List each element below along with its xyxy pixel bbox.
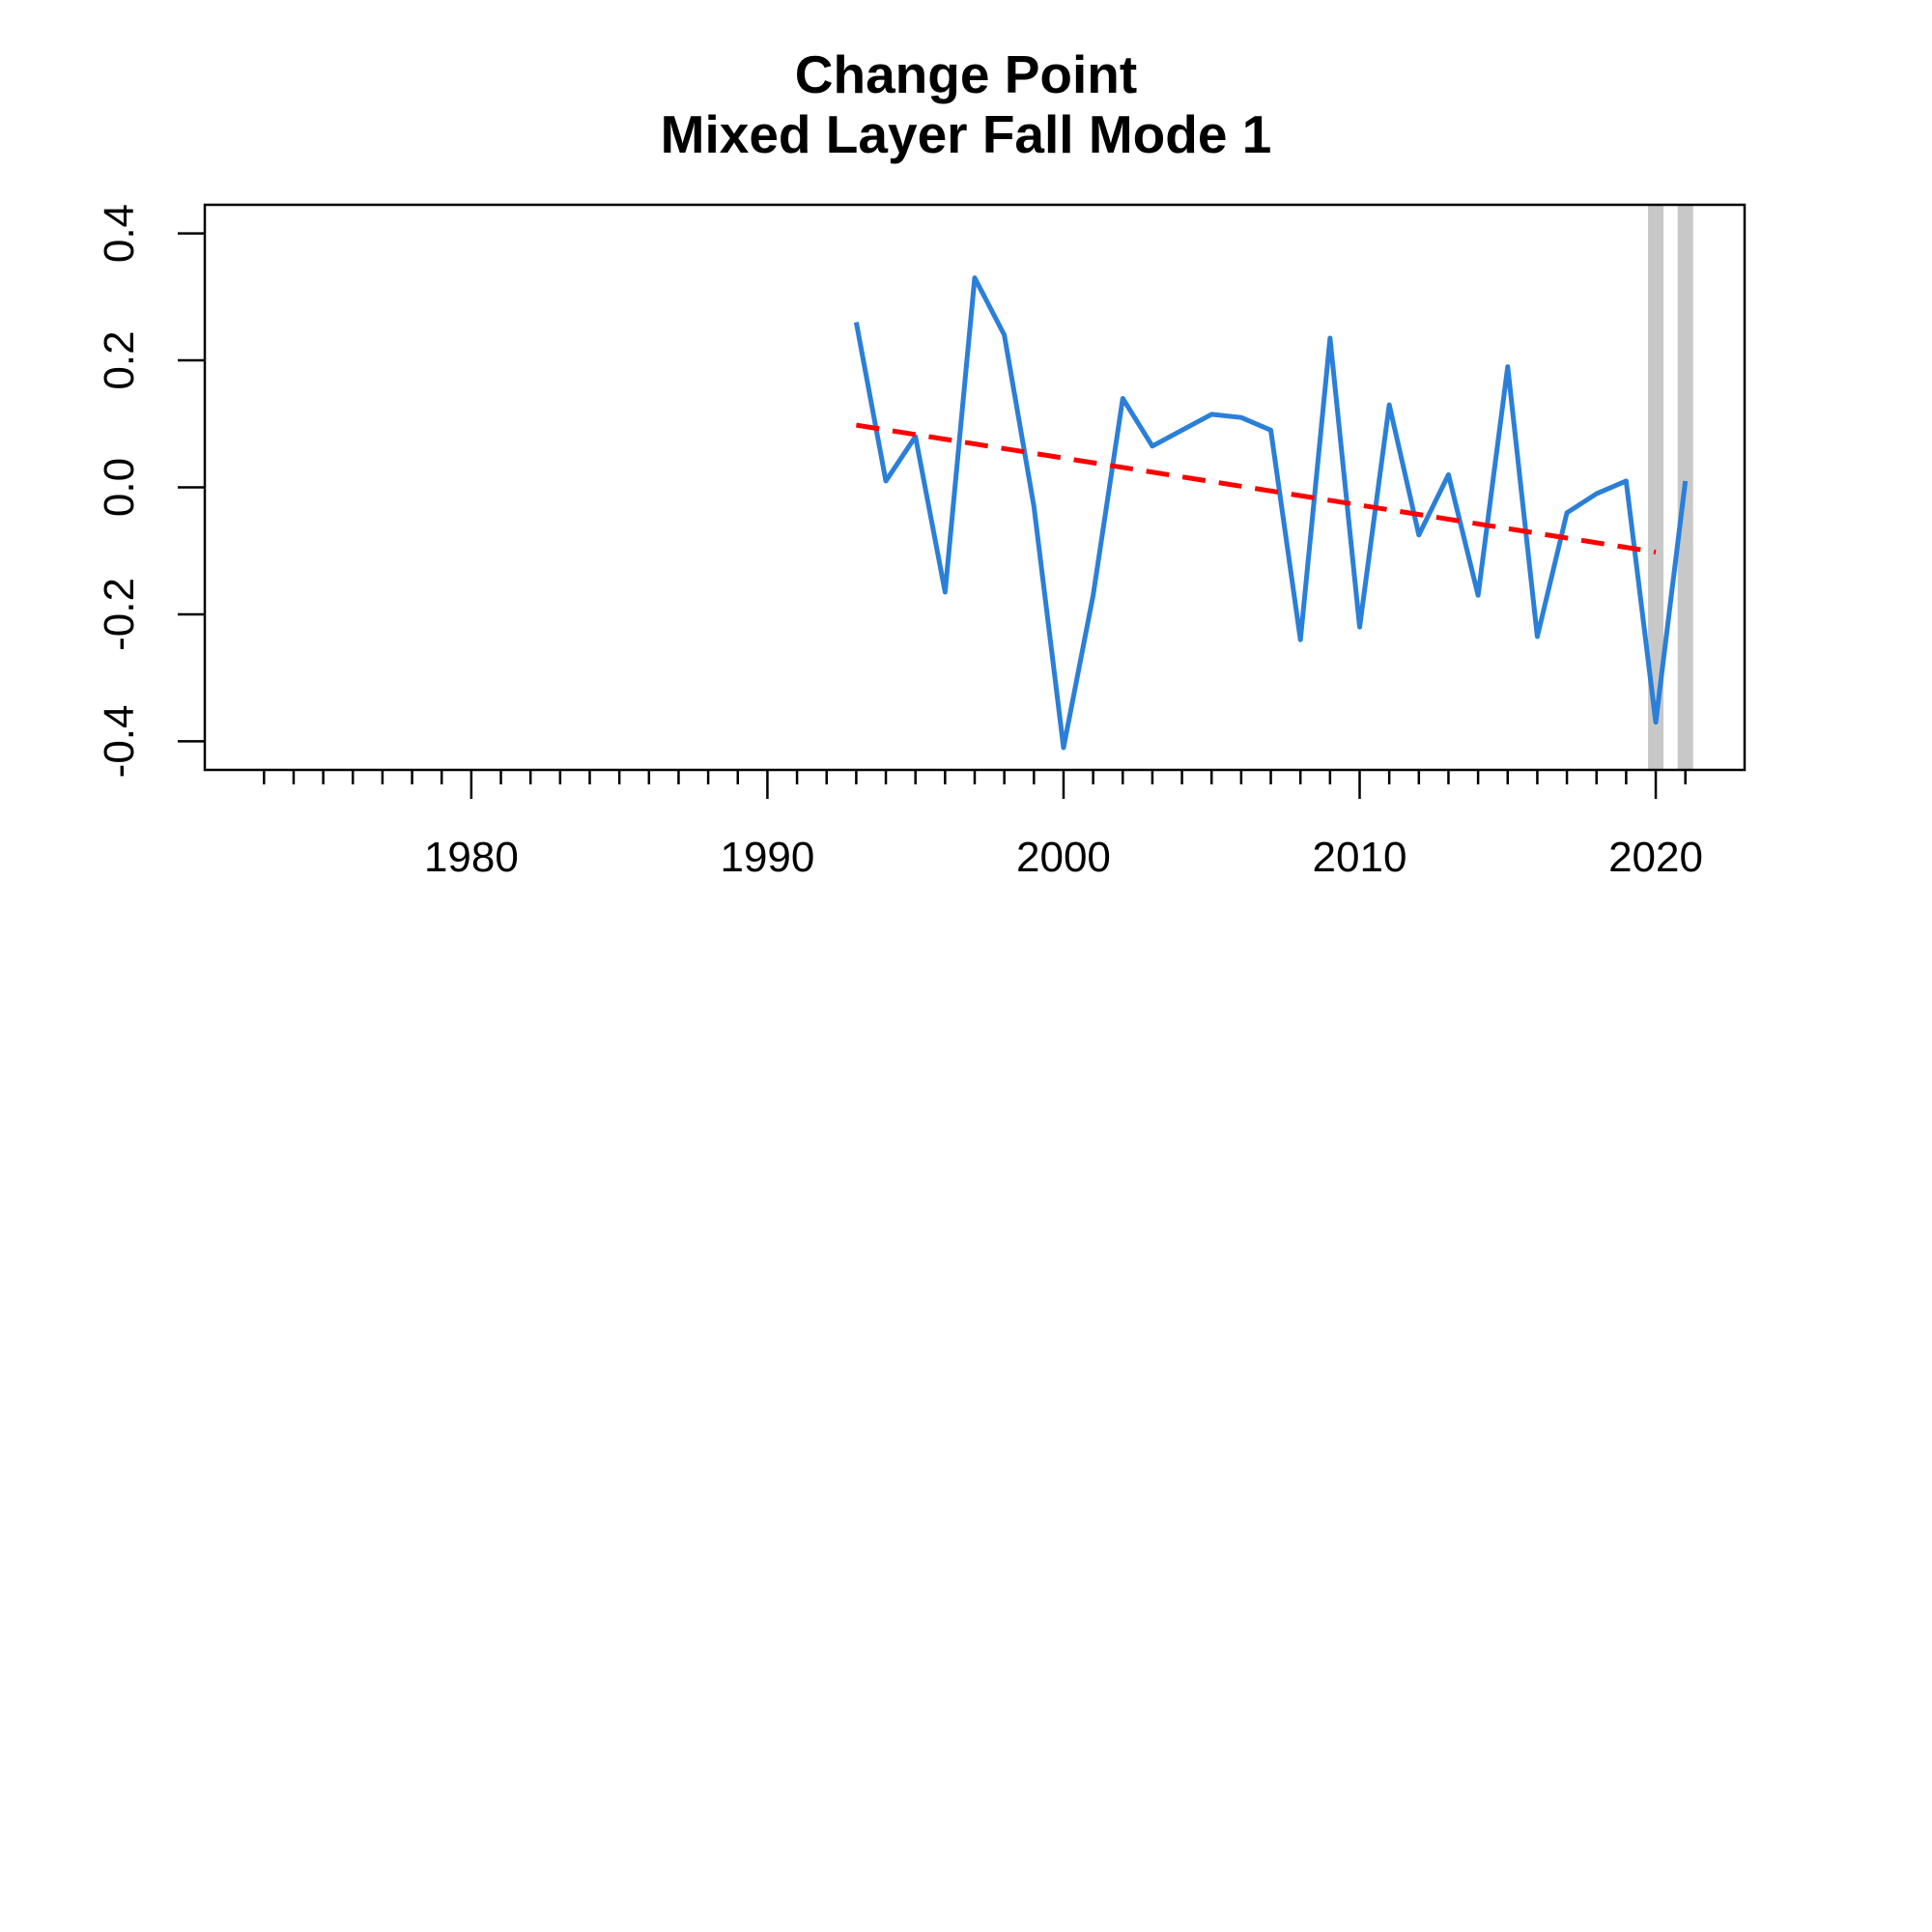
y-tick-label: 0.4 bbox=[96, 204, 143, 263]
x-tick-label: 1990 bbox=[720, 834, 814, 881]
plot-area: -0.4 -0.2 0.0 0.2 0.4 1980 1990 2000 2010 2020 bbox=[96, 203, 1747, 881]
x-tick-label: 2020 bbox=[1608, 834, 1703, 881]
series-line bbox=[853, 275, 1689, 751]
y-tick-label: 0.2 bbox=[96, 330, 143, 389]
chart-subtitle: Mixed Layer Fall Mode 1 bbox=[661, 104, 1272, 164]
y-tick-label: -0.4 bbox=[96, 705, 143, 779]
chart-title: Change Point bbox=[795, 44, 1137, 104]
x-tick-label: 1980 bbox=[424, 834, 519, 881]
x-tick-label: 2000 bbox=[1016, 834, 1111, 881]
x-tick-label: 2010 bbox=[1313, 834, 1407, 881]
y-tick-label: -0.2 bbox=[96, 578, 143, 651]
trend-line bbox=[855, 422, 1657, 555]
y-tick-label: 0.0 bbox=[96, 458, 143, 517]
